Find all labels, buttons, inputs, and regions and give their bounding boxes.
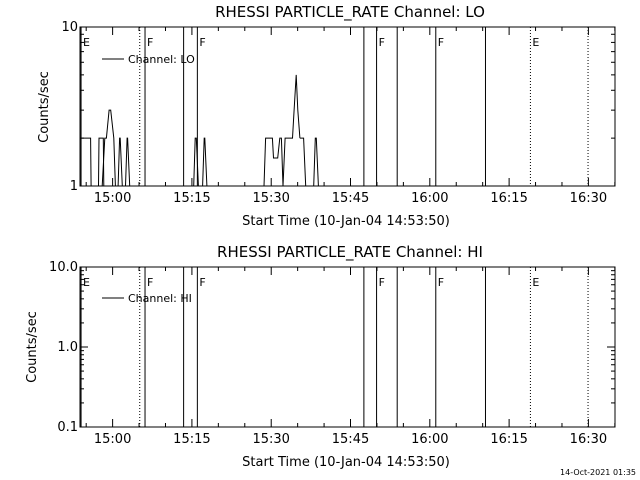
footer-timestamp: 14-Oct-2021 01:35 <box>560 468 636 477</box>
y-tick-label: 0.1 <box>57 420 78 435</box>
event-flag-label: F <box>438 276 444 289</box>
y-tick-label: 10.0 <box>49 260 78 275</box>
series-line <box>193 137 199 187</box>
event-flag-label: E <box>83 276 90 289</box>
x-tick-label: 15:45 <box>332 432 369 447</box>
legend-label: Channel: LO <box>128 53 195 66</box>
chart-title: RHESSI PARTICLE_RATE Channel: LO <box>215 3 485 22</box>
series-line <box>101 109 119 187</box>
x-tick-label: 16:30 <box>570 191 607 206</box>
y-tick-label: 10 <box>61 20 78 35</box>
x-tick-label: 15:00 <box>94 191 131 206</box>
legend: Channel: HI <box>102 292 192 305</box>
x-tick-label: 15:30 <box>252 432 289 447</box>
series-line <box>117 137 123 187</box>
series-line <box>125 137 131 187</box>
plot-frame <box>79 266 616 428</box>
series-line <box>282 74 301 187</box>
event-flag-label: F <box>199 36 205 49</box>
x-tick-label: 16:00 <box>411 432 448 447</box>
legend-label: Channel: HI <box>128 292 192 305</box>
x-tick-label: 16:00 <box>411 191 448 206</box>
x-axis-label: Start Time (10-Jan-04 14:53:50) <box>242 214 450 229</box>
x-tick-label: 15:15 <box>173 432 210 447</box>
event-flag-label: F <box>379 276 385 289</box>
y-axis-label: Counts/sec <box>25 311 40 383</box>
x-tick-label: 16:15 <box>490 432 527 447</box>
plot-frame <box>79 26 616 187</box>
event-flag-label: E <box>532 276 539 289</box>
chart-title: RHESSI PARTICLE_RATE Channel: HI <box>217 243 483 262</box>
y-tick-label: 1 <box>70 179 78 194</box>
y-tick-label: 1.0 <box>57 340 78 355</box>
lo-channel-panel: RHESSI PARTICLE_RATE Channel: LO Counts/… <box>37 3 616 229</box>
series-line <box>313 137 319 187</box>
x-tick-label: 16:15 <box>490 191 527 206</box>
event-flag-label: E <box>83 36 90 49</box>
lo-plot-marks: E F F F F E 15:00 15:15 15:30 15:45 16:00 16:15 16:3… <box>61 20 616 206</box>
event-flag-label: F <box>438 36 444 49</box>
event-flag-label: F <box>379 36 385 49</box>
event-flag-label: F <box>199 276 205 289</box>
y-axis-label: Counts/sec <box>37 71 52 143</box>
x-tick-label: 15:45 <box>332 191 369 206</box>
legend: Channel: LO <box>102 53 195 66</box>
x-tick-label: 15:00 <box>94 432 131 447</box>
event-flag-label: E <box>532 36 539 49</box>
hi-channel-panel: RHESSI PARTICLE_RATE Channel: HI Counts/… <box>25 243 616 470</box>
series-line <box>202 137 208 187</box>
x-tick-label: 16:30 <box>570 432 607 447</box>
event-flag-label: F <box>147 276 153 289</box>
event-flag-label: F <box>147 36 153 49</box>
series-line <box>263 137 284 187</box>
x-tick-label: 15:15 <box>173 191 210 206</box>
x-tick-label: 15:30 <box>252 191 289 206</box>
x-axis-label: Start Time (10-Jan-04 14:53:50) <box>242 455 450 470</box>
